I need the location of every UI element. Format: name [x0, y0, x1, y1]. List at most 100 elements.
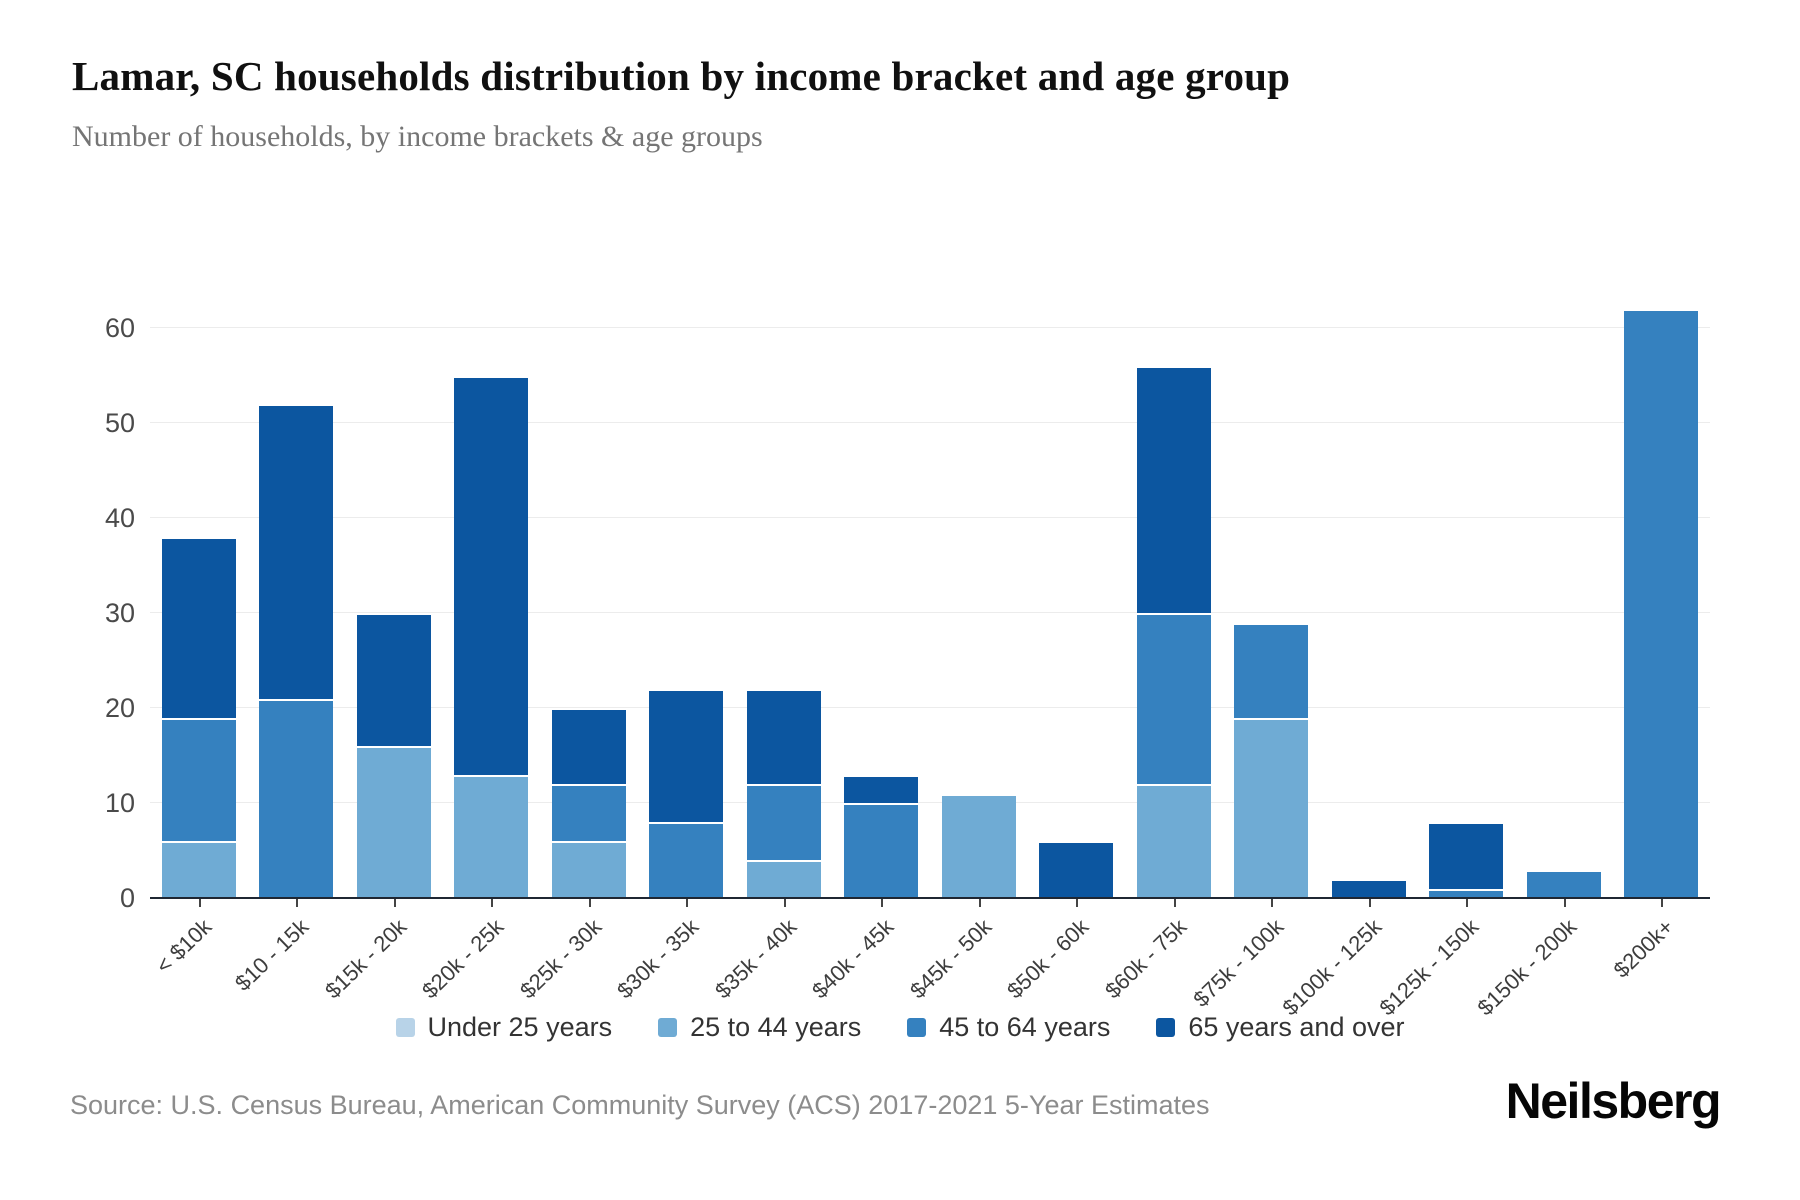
plot-area: < $10k $10 - 15k $15k - 20k $20k - 25k $25k … — [150, 271, 1711, 1020]
x-axis-tick-label: $15k - 20k — [319, 914, 412, 1004]
x-axis-tick-label: $60k - 75k — [1099, 914, 1192, 1004]
bar-segment[interactable] — [454, 774, 529, 898]
gridline — [150, 517, 1710, 518]
bar-group: $100k - 125k — [1277, 271, 1418, 1020]
x-axis-tick-label: $200k+ — [1608, 914, 1679, 983]
bar-segment[interactable] — [551, 784, 626, 841]
bar-group: $35k - 40k — [710, 271, 833, 1003]
source-note: Source: U.S. Census Bureau, American Com… — [70, 1090, 1210, 1120]
stacked-bar[interactable] — [454, 375, 529, 898]
stacked-bar[interactable] — [941, 793, 1016, 898]
x-axis-tick-label: $125k - 150k — [1374, 914, 1484, 1021]
bar-segment[interactable] — [1039, 841, 1114, 898]
y-axis-tick-label: 20 — [104, 693, 135, 723]
stacked-bar[interactable] — [1331, 879, 1406, 898]
stacked-bar[interactable] — [1526, 869, 1601, 898]
x-axis-tick — [978, 898, 981, 907]
bar-group: $30k - 35k — [612, 271, 736, 1003]
bar-group: $20k - 25k — [417, 271, 541, 1003]
x-axis-tick-label: $75k - 100k — [1188, 914, 1289, 1012]
x-axis-tick-label: $30k - 35k — [612, 914, 704, 1004]
x-axis-tick — [1271, 898, 1274, 907]
stacked-bar[interactable] — [1624, 309, 1699, 898]
stacked-bar[interactable] — [746, 689, 821, 898]
bar-segment[interactable] — [746, 689, 821, 784]
stacked-bar[interactable] — [844, 774, 919, 898]
bar-segment[interactable] — [844, 774, 919, 803]
bar-segment[interactable] — [746, 860, 821, 898]
bar-segment[interactable] — [1136, 784, 1211, 898]
bar-segment[interactable] — [649, 689, 724, 822]
bar-group: $50k - 60k — [1002, 271, 1126, 1003]
page-subtitle: Number of households, by income brackets… — [72, 120, 763, 153]
bar-segment[interactable] — [1234, 622, 1309, 718]
legend-item[interactable]: 65 years and over — [1156, 1012, 1405, 1043]
legend: Under 25 years 25 to 44 years 45 to 64 yea… — [0, 1012, 1800, 1043]
bar-group: $75k - 100k — [1189, 271, 1321, 1012]
bars-container: < $10k $10 - 15k $15k - 20k $20k - 25k $25k … — [150, 271, 1711, 1020]
bar-segment[interactable] — [356, 746, 431, 898]
stacked-bar[interactable] — [161, 537, 236, 898]
x-axis-tick — [296, 898, 299, 907]
bar-segment[interactable] — [161, 717, 236, 841]
bar-segment[interactable] — [1526, 869, 1601, 898]
legend-item[interactable]: Under 25 years — [395, 1012, 613, 1043]
bar-segment[interactable] — [454, 375, 529, 775]
stacked-bar[interactable] — [1234, 622, 1309, 898]
bar-segment[interactable] — [1624, 309, 1699, 898]
bar-segment[interactable] — [941, 793, 1016, 898]
bar-segment[interactable] — [259, 698, 334, 898]
x-axis-tick — [1466, 898, 1469, 907]
x-axis-tick — [1368, 898, 1371, 907]
bar-segment[interactable] — [1429, 822, 1504, 889]
legend-swatch — [395, 1018, 415, 1037]
bar-segment[interactable] — [1234, 717, 1309, 898]
x-axis-tick — [881, 898, 884, 907]
bar-segment[interactable] — [746, 784, 821, 860]
gridline — [150, 707, 1710, 708]
bar-segment[interactable] — [844, 803, 919, 898]
stacked-bar[interactable] — [551, 708, 626, 898]
x-axis-tick-label: $25k - 30k — [514, 914, 607, 1004]
stacked-bar[interactable] — [1039, 841, 1114, 898]
legend-swatch — [907, 1018, 927, 1037]
bar-group: < $10k — [150, 271, 248, 978]
y-axis-tick-label: 50 — [104, 408, 135, 438]
legend-swatch — [1156, 1018, 1176, 1037]
bar-segment[interactable] — [1429, 888, 1504, 898]
x-axis-tick — [491, 898, 494, 907]
stacked-bar[interactable] — [1136, 366, 1211, 898]
stacked-bar[interactable] — [259, 404, 334, 898]
x-axis-tick — [1173, 898, 1176, 907]
gridline — [150, 802, 1710, 803]
bar-segment[interactable] — [161, 537, 236, 718]
stacked-bar[interactable] — [356, 613, 431, 898]
bar-group: $40k - 45k — [807, 271, 931, 1003]
x-axis-tick — [1076, 898, 1079, 907]
bar-segment[interactable] — [161, 841, 236, 898]
bar-group: $200k+ — [1609, 271, 1711, 983]
x-axis-tick-label: $10 - 15k — [230, 914, 314, 996]
legend-label: Under 25 years — [427, 1012, 613, 1042]
bar-group: $45k - 50k — [905, 271, 1028, 1003]
x-axis-tick — [783, 898, 786, 907]
bar-segment[interactable] — [551, 708, 626, 784]
y-axis-tick-label: 60 — [104, 313, 135, 343]
bar-segment[interactable] — [649, 822, 724, 898]
bar-group: $25k - 30k — [515, 271, 638, 1003]
legend-label: 65 years and over — [1188, 1012, 1405, 1042]
bar-segment[interactable] — [1136, 613, 1211, 784]
brand-logo: Neilsberg — [1505, 1073, 1722, 1129]
legend-item[interactable]: 45 to 64 years — [907, 1012, 1110, 1043]
bar-segment[interactable] — [259, 404, 334, 699]
stacked-bar[interactable] — [1429, 822, 1504, 898]
bar-segment[interactable] — [1136, 366, 1211, 613]
bar-segment[interactable] — [356, 613, 431, 746]
bar-segment[interactable] — [1331, 879, 1406, 898]
bar-segment[interactable] — [551, 841, 626, 898]
legend-item[interactable]: 25 to 44 years — [658, 1012, 861, 1043]
page-title: Lamar, SC households distribution by inc… — [72, 53, 1291, 99]
x-axis-tick-label: $50k - 60k — [1002, 914, 1094, 1004]
stacked-bar[interactable] — [649, 689, 724, 898]
